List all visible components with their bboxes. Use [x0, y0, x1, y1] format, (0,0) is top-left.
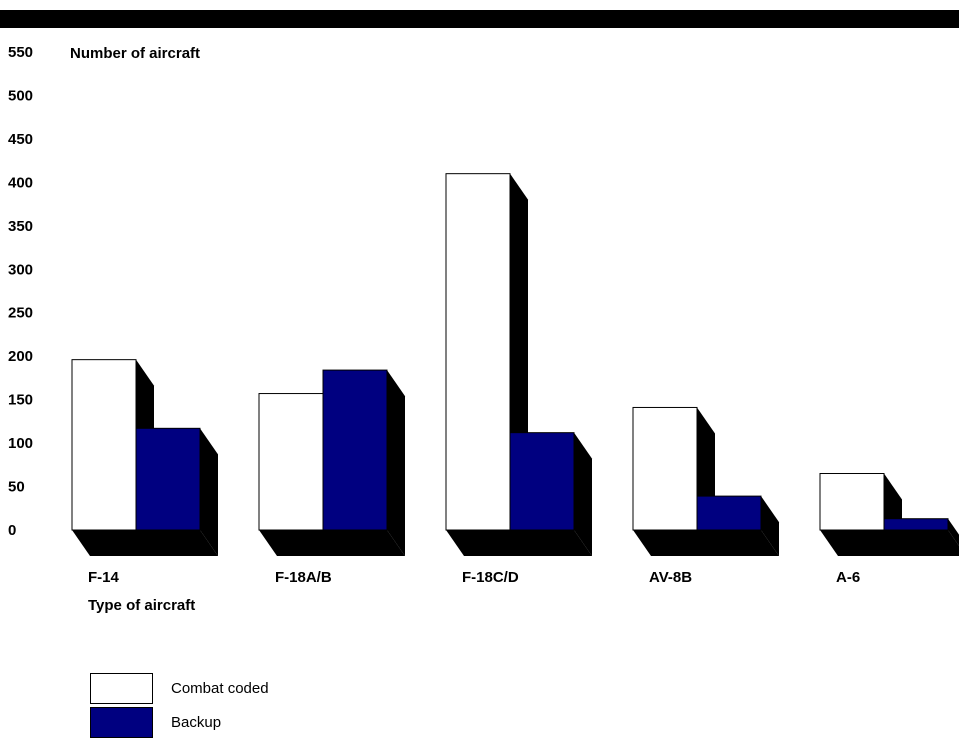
- bar-group-a-6: [819, 473, 959, 556]
- bar-group-f-18a-b: [258, 369, 405, 556]
- legend-item-backup: Backup: [90, 705, 269, 739]
- y-tick-label-200: 200: [8, 348, 33, 365]
- bar-backup-f-14: [135, 427, 201, 531]
- bar-side-combat-coded-av-8b: [697, 407, 715, 556]
- legend-label-combat-coded: Combat coded: [171, 679, 269, 697]
- bar-combat-coded-av-8b: [632, 406, 698, 531]
- x-tick-label-av-8b: AV-8B: [649, 569, 692, 586]
- x-tick-label-f-18c-d: F-18C/D: [462, 569, 519, 586]
- legend: Combat coded Backup: [90, 671, 269, 739]
- x-tick-label-a-6: A-6: [836, 569, 860, 586]
- y-tick-label-50: 50: [8, 479, 25, 496]
- y-tick-label-450: 450: [8, 131, 33, 148]
- bar-side-backup-a-6: [948, 518, 959, 546]
- bar-floor-shadow: [820, 530, 959, 556]
- bar-side-combat-coded-a-6: [884, 473, 902, 556]
- top-rule: [0, 10, 959, 28]
- legend-swatch-backup: [90, 706, 153, 738]
- bar-backup-av-8b: [696, 495, 762, 531]
- y-axis: 0 50 100 150 200 250 300 350 400 450 500 550: [8, 44, 33, 539]
- bar-combat-coded-a-6: [819, 473, 885, 531]
- bar-side-backup-f-18a-b: [387, 370, 405, 556]
- bars-group: [71, 173, 959, 556]
- y-tick-label-300: 300: [8, 261, 33, 278]
- y-tick-label-100: 100: [8, 435, 33, 452]
- bar-side-backup-f-18c-d: [574, 432, 592, 556]
- bar-backup-f-18a-b: [322, 369, 388, 531]
- legend-swatch-combat-coded: [90, 672, 153, 704]
- bar-combat-coded-f-18c-d: [445, 173, 511, 531]
- bar-combat-coded-f-18a-b: [258, 393, 324, 531]
- legend-label-backup: Backup: [171, 713, 222, 731]
- bar-side-backup-av-8b: [761, 496, 779, 556]
- x-tick-label-f-14: F-14: [88, 569, 120, 586]
- bar-side-backup-f-14: [200, 428, 218, 556]
- y-tick-label-150: 150: [8, 392, 33, 409]
- y-tick-label-500: 500: [8, 87, 33, 104]
- y-axis-title: Number of aircraft: [70, 45, 200, 62]
- bar-backup-f-18c-d: [509, 432, 575, 531]
- bar-group-f-14: [71, 359, 218, 556]
- y-tick-label-400: 400: [8, 174, 33, 191]
- x-tick-label-f-18a-b: F-18A/B: [275, 569, 332, 586]
- legend-item-combat-coded: Combat coded: [90, 671, 269, 705]
- bar-group-av-8b: [632, 406, 779, 556]
- bar-group-f-18c-d: [445, 173, 592, 556]
- x-axis-title: Type of aircraft: [88, 597, 195, 614]
- bar-combat-coded-f-14: [71, 359, 137, 531]
- y-tick-label-350: 350: [8, 218, 33, 235]
- y-tick-label-250: 250: [8, 305, 33, 322]
- x-axis: F-14 F-18A/B F-18C/D AV-8B A-6: [88, 569, 860, 586]
- bar-backup-a-6: [883, 518, 949, 531]
- y-tick-label-0: 0: [8, 522, 16, 539]
- y-tick-label-550: 550: [8, 44, 33, 61]
